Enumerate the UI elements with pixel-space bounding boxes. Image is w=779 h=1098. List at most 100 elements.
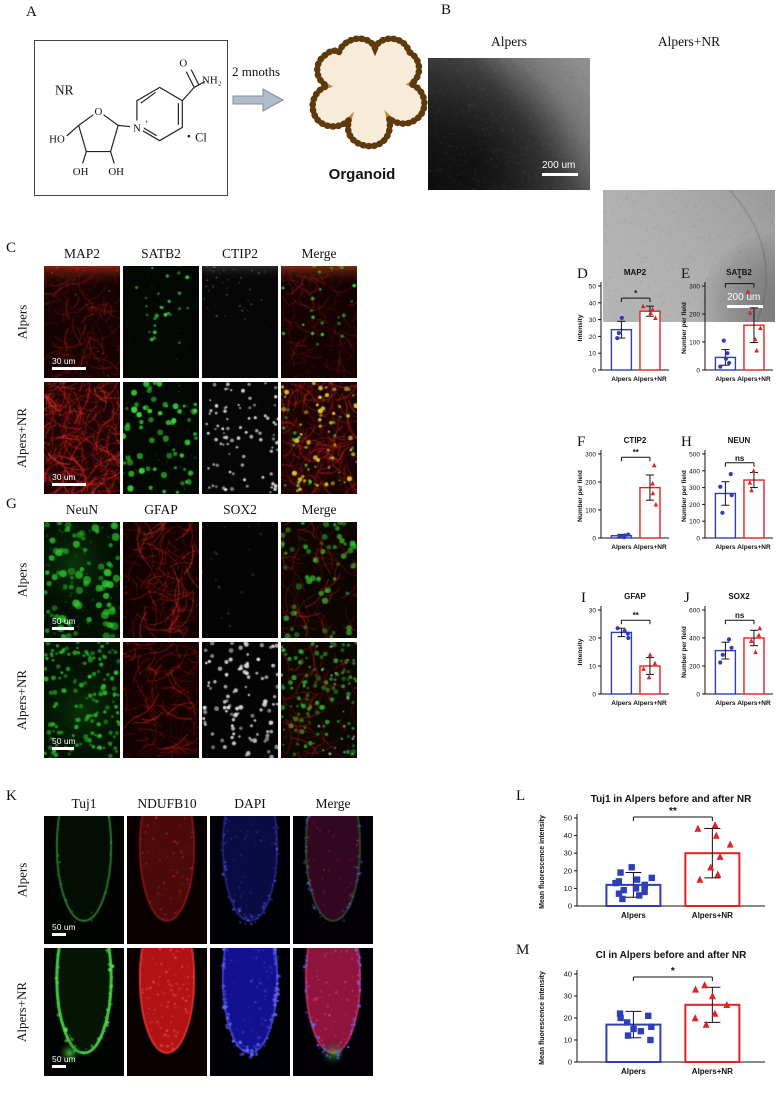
svg-text:300: 300 (689, 284, 700, 291)
header-tuj1: Tuj1 (71, 796, 97, 811)
chart-neun: 0 100 200 300 400 500 ns NEUN Alpers Alpers+NR Num… (678, 434, 778, 571)
micrograph-g-alpers-gfap (123, 522, 199, 638)
chart-ctip2: 0 100 200 300 ** CTIP2 Alpers Alpers+NR Number p… (574, 434, 674, 571)
svg-text:0: 0 (568, 1058, 572, 1067)
header-ndufb10: NDUFB10 (137, 796, 197, 811)
svg-text:*: * (634, 289, 638, 298)
panel-g-headers: NeuN GFAP SOX2 Merge (44, 502, 357, 518)
ribose-o-halo (92, 104, 105, 118)
ribose-o-atom: O (94, 106, 102, 118)
svg-text:10: 10 (589, 351, 597, 358)
micrograph-c-alpers-map2: 30 um (44, 266, 120, 378)
micrograph-c-nr-ctip2 (202, 382, 278, 494)
scale-bar-line (542, 173, 578, 176)
svg-text:**: ** (633, 448, 640, 457)
svg-text:Alpers+NR: Alpers+NR (737, 376, 771, 383)
n-plus-charge: + (145, 119, 149, 126)
svg-text:CTIP2: CTIP2 (624, 436, 647, 445)
panel-k-row-alpers: Alpers (14, 862, 30, 898)
chart-map2: 0 10 20 30 40 50 * MAP2 Alpers Alpers+NR Intensity (574, 266, 674, 403)
svg-text:ns: ns (735, 611, 745, 620)
panel-c-grid: 30 um 30 um (44, 266, 357, 494)
panel-h-label: H (681, 434, 692, 450)
chart-gfap: 0 10 20 30 ** GFAP Alpers Alpers+NR Intensity (574, 590, 674, 727)
svg-text:20: 20 (589, 334, 597, 341)
svg-text:400: 400 (689, 468, 700, 475)
svg-text:40: 40 (564, 831, 572, 840)
micrograph-b-alpers-nr-canvas (603, 190, 775, 322)
svg-text:30: 30 (564, 849, 572, 858)
panel-k-label: K (6, 788, 17, 804)
micrograph-g-nr-neun: 50 um (44, 642, 120, 758)
panel-i-label: I (581, 590, 586, 606)
header-merge: Merge (301, 502, 337, 517)
micrograph-g-nr-sox2 (202, 642, 278, 758)
svg-text:Alpers: Alpers (621, 1067, 646, 1076)
organoid-illustration (309, 35, 428, 150)
micrograph-c-alpers-merge (281, 266, 357, 378)
svg-text:50: 50 (589, 284, 597, 291)
svg-text:Mean fluorescence intensity: Mean fluorescence intensity (539, 971, 546, 1065)
svg-text:**: ** (633, 611, 640, 620)
chart-tuj1-intensity: 0 10 20 30 40 50 ** Tuj1 in Alpers before and a… (533, 790, 777, 941)
panel-c-row-alpers-nr: Alpers+NR (14, 407, 29, 469)
panel-l-label: L (516, 788, 526, 804)
header-neun: NeuN (65, 502, 99, 517)
micrograph-g-nr-gfap (123, 642, 199, 758)
panel-c-headers: MAP2 SATB2 CTIP2 Merge (44, 246, 357, 262)
svg-text:0: 0 (592, 536, 596, 543)
header-merge: Merge (301, 246, 337, 261)
svg-text:20: 20 (564, 1014, 572, 1023)
chart-ci-intensity: 0 10 20 30 40 * CI in Alpers before and after … (533, 946, 777, 1097)
scale-bar-b1: 200 um (542, 161, 578, 176)
svg-text:100: 100 (585, 508, 596, 515)
svg-text:0: 0 (696, 536, 700, 543)
micrograph-c-nr-map2: 30 um (44, 382, 120, 494)
panel-c-row-alpers: Alpers (14, 304, 30, 340)
micrograph-k-alpers-merge (293, 816, 373, 944)
panel-g-row-alpers: Alpers (14, 562, 30, 598)
header-dapi: DAPI (234, 796, 266, 811)
svg-text:*: * (671, 966, 675, 977)
svg-text:0: 0 (592, 368, 596, 375)
svg-text:40: 40 (589, 300, 597, 307)
svg-text:0: 0 (592, 692, 596, 699)
svg-text:Alpers: Alpers (715, 376, 736, 383)
svg-text:Alpers+NR: Alpers+NR (633, 376, 667, 383)
svg-text:20: 20 (564, 866, 572, 875)
svg-text:ns: ns (735, 454, 745, 463)
svg-text:Alpers: Alpers (611, 544, 632, 551)
organoid-cell-border (309, 35, 428, 150)
micrograph-c-alpers-satb2 (123, 266, 199, 378)
svg-text:Alpers: Alpers (621, 911, 646, 920)
scale-bar-c2: 30 um (52, 472, 86, 486)
micrograph-b-alpers-canvas (428, 58, 590, 190)
oh-right-group: OH (108, 166, 124, 178)
svg-text:500: 500 (689, 452, 700, 459)
svg-text:100: 100 (689, 340, 700, 347)
svg-text:Intensity: Intensity (577, 638, 584, 665)
panel-m-label: M (516, 942, 530, 958)
svg-text:0: 0 (696, 368, 700, 375)
svg-text:CI in Alpers before and after: CI in Alpers before and after NR (596, 950, 748, 961)
micrograph-c-nr-merge (281, 382, 357, 494)
svg-text:Mean fluorescence intensity: Mean fluorescence intensity (539, 815, 546, 909)
micrograph-k-nr-tuj1: 50 um (44, 948, 124, 1076)
micrograph-c-alpers-ctip2 (202, 266, 278, 378)
svg-text:Alpers+NR: Alpers+NR (692, 911, 733, 920)
micrograph-k-alpers-dapi (210, 816, 290, 944)
header-satb2: SATB2 (141, 246, 181, 261)
svg-text:50: 50 (564, 814, 572, 823)
svg-text:Alpers+NR: Alpers+NR (737, 544, 771, 551)
amide-group: NH₂ (202, 74, 222, 86)
micrograph-g-alpers-sox2 (202, 522, 278, 638)
ho-group: HO (49, 134, 65, 146)
svg-text:SATB2: SATB2 (726, 268, 752, 277)
micrograph-k-alpers-tuj1: 50 um (44, 816, 124, 944)
panel-g-label: G (6, 496, 17, 512)
svg-text:GFAP: GFAP (624, 592, 646, 601)
panel-k-grid: 50 um 50 um (44, 816, 373, 1076)
panel-g-row-alpers-nr: Alpers+NR (14, 669, 29, 731)
header-ctip2: CTIP2 (221, 246, 258, 261)
micrograph-g-alpers-merge (281, 522, 357, 638)
